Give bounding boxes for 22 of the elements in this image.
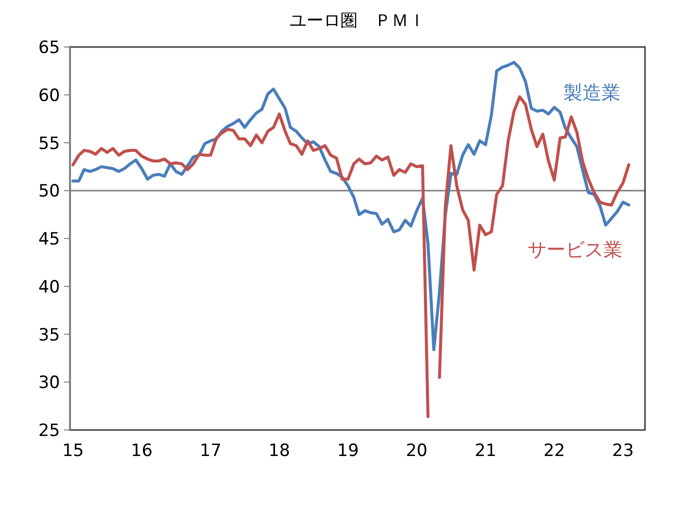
y-tick-label: 60	[38, 86, 60, 106]
x-tick-label: 20	[406, 441, 428, 461]
y-tick-label: 45	[38, 230, 60, 250]
y-tick-label: 55	[38, 134, 60, 154]
x-tick-label: 18	[268, 441, 290, 461]
x-tick-label: 15	[62, 441, 84, 461]
x-tick-label: 22	[543, 441, 566, 461]
y-tick-label: 65	[38, 38, 60, 58]
y-tick-label: 35	[38, 325, 60, 346]
x-tick-label: 23	[612, 441, 634, 461]
x-tick-label: 17	[200, 441, 222, 461]
x-tick-label: 21	[474, 441, 496, 461]
y-tick-label: 30	[38, 373, 60, 394]
x-tick-label: 19	[337, 441, 359, 461]
y-tick-label: 40	[38, 277, 60, 298]
y-tick-label: 50	[38, 182, 60, 202]
series-label: サービス業	[528, 239, 622, 261]
chart-title: ユーロ圏 ＰＭＩ	[290, 11, 426, 31]
y-tick-label: 25	[38, 421, 60, 441]
x-tick-label: 16	[130, 441, 153, 461]
series-label: 製造業	[564, 82, 620, 104]
line-series	[72, 60, 630, 352]
